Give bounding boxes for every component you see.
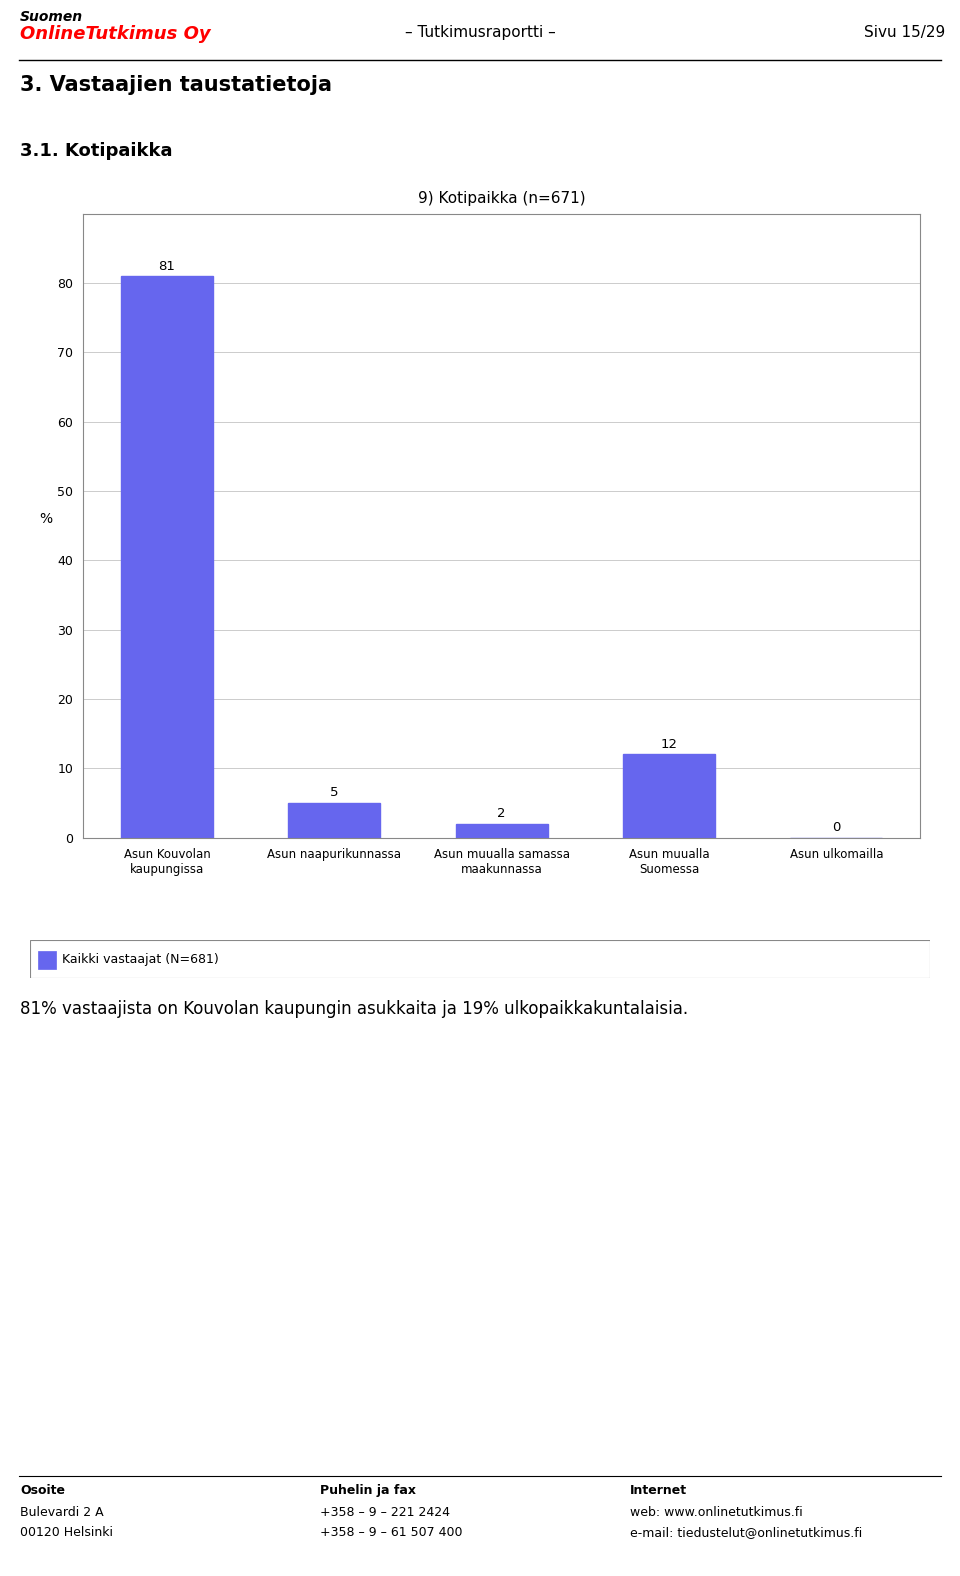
Bar xyxy=(38,950,56,969)
Text: 3.1. Kotipaikka: 3.1. Kotipaikka xyxy=(20,142,173,161)
Text: +358 – 9 – 221 2424: +358 – 9 – 221 2424 xyxy=(320,1507,450,1519)
Text: +358 – 9 – 61 507 400: +358 – 9 – 61 507 400 xyxy=(320,1526,463,1540)
Text: Internet: Internet xyxy=(630,1485,687,1497)
Text: Suomen: Suomen xyxy=(20,9,84,24)
Text: OnlineTutkimus Oy: OnlineTutkimus Oy xyxy=(20,25,210,43)
Text: 5: 5 xyxy=(330,786,339,799)
Text: e-mail: tiedustelut@onlinetutkimus.fi: e-mail: tiedustelut@onlinetutkimus.fi xyxy=(630,1526,862,1540)
Text: 0: 0 xyxy=(832,821,841,834)
Text: Osoite: Osoite xyxy=(20,1485,65,1497)
Y-axis label: %: % xyxy=(39,512,53,526)
Text: 3. Vastaajien taustatietoja: 3. Vastaajien taustatietoja xyxy=(20,76,332,95)
Title: 9) Kotipaikka (n=671): 9) Kotipaikka (n=671) xyxy=(418,191,586,205)
Text: Kaikki vastaajat (N=681): Kaikki vastaajat (N=681) xyxy=(62,952,219,966)
Text: 81% vastaajista on Kouvolan kaupungin asukkaita ja 19% ulkopaikkakuntalaisia.: 81% vastaajista on Kouvolan kaupungin as… xyxy=(20,1001,688,1018)
Text: Sivu 15/29: Sivu 15/29 xyxy=(864,25,945,39)
Bar xyxy=(456,824,547,837)
Text: 2: 2 xyxy=(497,807,506,820)
Bar xyxy=(121,276,213,837)
Text: 81: 81 xyxy=(158,260,176,273)
Text: Bulevardi 2 A: Bulevardi 2 A xyxy=(20,1507,104,1519)
Text: – Tutkimusraportti –: – Tutkimusraportti – xyxy=(404,25,556,39)
Text: 00120 Helsinki: 00120 Helsinki xyxy=(20,1526,113,1540)
Bar xyxy=(288,802,380,837)
Text: web: www.onlinetutkimus.fi: web: www.onlinetutkimus.fi xyxy=(630,1507,803,1519)
Bar xyxy=(623,755,715,837)
Text: 12: 12 xyxy=(660,738,678,750)
Text: Puhelin ja fax: Puhelin ja fax xyxy=(320,1485,416,1497)
